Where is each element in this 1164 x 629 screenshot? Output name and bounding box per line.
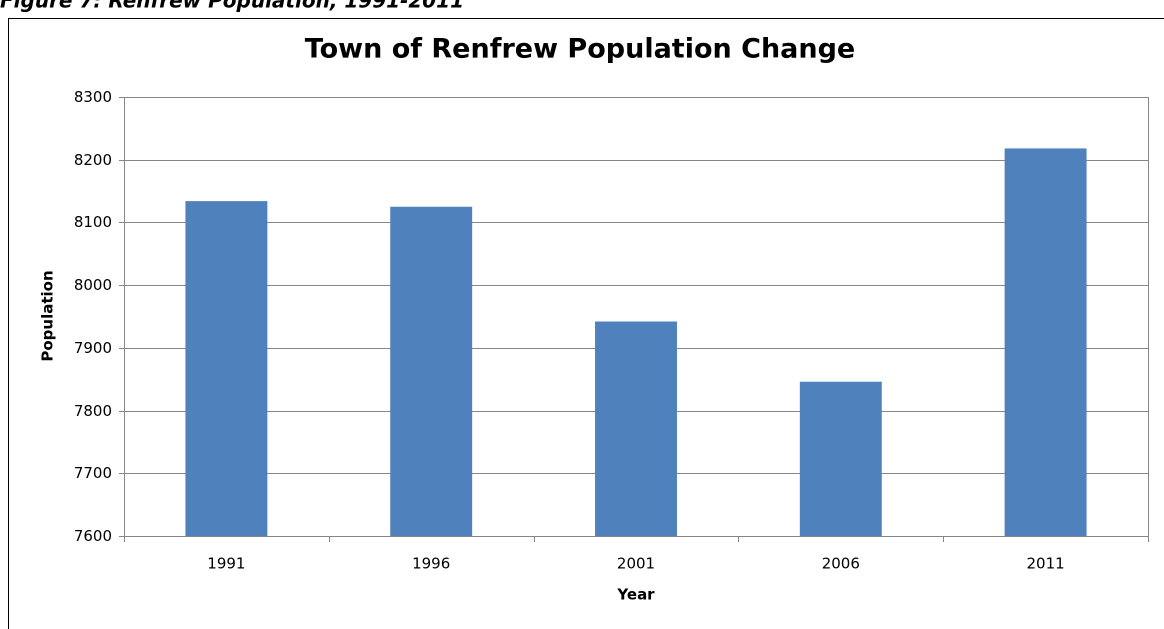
- y-tick-label: 7600: [74, 527, 112, 545]
- y-tick-label: 7800: [74, 402, 112, 420]
- x-tick-label: 2011: [1027, 555, 1065, 573]
- y-tick-label: 8200: [74, 151, 112, 169]
- bar: [390, 206, 473, 536]
- y-tick-label: 7700: [74, 464, 112, 482]
- y-axis-label: Population: [39, 270, 57, 361]
- bar: [1004, 148, 1087, 536]
- bar: [799, 381, 882, 536]
- x-tick-label: 1996: [412, 555, 450, 573]
- chart-frame: [8, 18, 1164, 629]
- x-tick-label: 2001: [617, 555, 655, 573]
- x-tick-label: 1991: [207, 555, 245, 573]
- bar: [185, 201, 268, 536]
- caption: Figure 7: Renfrew Population, 1991-2011: [0, 0, 464, 13]
- y-tick-label: 7900: [74, 339, 112, 357]
- x-tick-label: 2006: [822, 555, 860, 573]
- y-tick-label: 8000: [74, 276, 112, 294]
- chart-title: Town of Renfrew Population Change: [305, 34, 856, 65]
- y-tick-label: 8300: [74, 88, 112, 106]
- x-axis-label: Year: [616, 586, 655, 604]
- bar: [595, 321, 677, 536]
- y-tick-label: 8100: [74, 213, 112, 231]
